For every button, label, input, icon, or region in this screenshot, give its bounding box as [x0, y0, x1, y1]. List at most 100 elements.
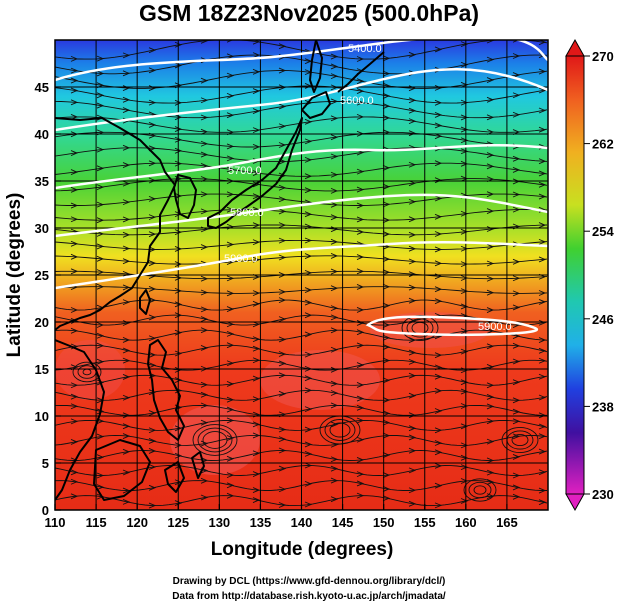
wind-arrowhead: [356, 56, 365, 62]
wind-arrowhead: [200, 289, 209, 296]
wind-arrowhead: [252, 432, 261, 439]
wind-arrowhead: [408, 216, 417, 223]
wind-arrowhead: [356, 471, 365, 478]
wind-arrowhead: [382, 472, 391, 479]
wind-arrowhead: [330, 465, 339, 472]
wind-arrowhead: [408, 271, 417, 278]
wind-arrowhead: [356, 395, 365, 402]
wind-arrowhead: [382, 322, 391, 328]
wind-arrowhead: [408, 161, 417, 168]
wind-arrowhead: [226, 53, 235, 60]
colorbar: 270 262 254 246 238 230: [565, 38, 614, 512]
wind-arrowhead: [512, 40, 520, 43]
korea-coastline: [173, 174, 197, 219]
wind-arrowhead: [278, 184, 287, 191]
wind-arrowhead: [226, 342, 235, 349]
wind-arrowhead: [122, 498, 131, 505]
wind-arrowhead: [538, 433, 547, 440]
wind-arrowhead: [434, 46, 443, 53]
vortex-streamline: [401, 314, 439, 342]
wind-arrowhead: [304, 441, 313, 448]
wind-arrowhead: [226, 321, 235, 328]
wind-arrowhead: [434, 462, 443, 469]
wind-arrowhead: [434, 286, 443, 293]
wind-arrowhead: [434, 260, 443, 267]
wind-arrowhead: [382, 231, 391, 237]
x-axis-label: Longitude (degrees): [211, 539, 394, 560]
wind-arrowhead: [330, 214, 339, 221]
warm-anomaly: [260, 350, 380, 410]
wind-arrowhead: [408, 500, 417, 507]
vortex-streamline: [406, 318, 434, 338]
wind-arrowhead: [200, 128, 209, 135]
wind-arrowhead: [148, 214, 157, 221]
wind-arrowhead: [252, 256, 261, 263]
wind-arrowhead: [226, 381, 235, 387]
wind-arrowhead: [148, 314, 157, 321]
wind-arrowhead: [486, 260, 495, 267]
wind-arrowhead: [174, 41, 183, 48]
wind-arrowhead: [304, 387, 313, 394]
wind-arrowhead: [486, 307, 495, 313]
wind-arrowhead: [408, 51, 417, 58]
wind-arrowhead: [330, 314, 339, 321]
vortex-streamline: [473, 485, 487, 495]
wind-arrowhead: [434, 111, 443, 118]
wind-arrowhead: [512, 472, 521, 479]
wind-arrowhead: [252, 181, 261, 188]
wind-arrowhead: [278, 103, 287, 110]
wind-arrowhead: [278, 486, 287, 493]
wind-arrowhead: [434, 440, 443, 446]
wind-arrowhead: [148, 195, 157, 202]
wind-arrowhead: [434, 195, 443, 202]
wind-arrowhead: [70, 67, 79, 74]
wind-arrowhead: [330, 346, 339, 353]
wind-arrowhead: [174, 329, 183, 336]
wind-arrowhead: [122, 374, 131, 380]
wind-arrowhead: [538, 423, 547, 430]
wind-arrowhead: [330, 63, 339, 70]
hokkaido-coastline: [301, 91, 331, 119]
wind-arrowhead: [174, 160, 183, 167]
wind-arrowhead: [538, 298, 547, 305]
wind-arrowhead: [538, 499, 547, 506]
wind-arrowhead: [96, 454, 105, 461]
wind-arrowhead: [70, 202, 79, 209]
sulawesi-coastline: [164, 461, 185, 493]
wind-arrowhead: [538, 448, 547, 455]
taiwan-coastline: [139, 289, 151, 315]
wind-arrowhead: [122, 347, 131, 354]
vortex-streamline: [192, 424, 238, 456]
wind-arrowhead: [96, 358, 105, 365]
x-tick-label: 135: [250, 515, 272, 530]
colorbar-tick-label: 238: [592, 399, 614, 414]
asia-coastline: [55, 117, 176, 331]
wind-arrowhead: [174, 442, 183, 449]
wind-arrowhead: [226, 72, 235, 79]
wind-arrowhead: [174, 462, 183, 469]
wind-arrowhead: [460, 148, 469, 155]
x-tick-label: 160: [455, 515, 477, 530]
wind-arrowhead: [200, 381, 209, 388]
wind-arrowhead: [330, 98, 339, 105]
wind-arrowhead: [70, 318, 79, 324]
wind-arrowhead: [538, 181, 547, 188]
wind-arrowhead: [356, 362, 365, 368]
wind-arrowhead: [96, 322, 105, 328]
wind-arrowhead: [122, 469, 131, 476]
wind-arrowhead: [304, 253, 313, 259]
wind-arrowhead: [330, 226, 339, 233]
wind-arrowhead: [200, 419, 209, 426]
wind-arrowhead: [174, 99, 183, 106]
wind-arrowhead: [252, 357, 261, 364]
wind-arrowhead: [356, 202, 365, 209]
wind-arrowhead: [304, 173, 313, 180]
wind-arrowhead: [408, 284, 417, 291]
wind-arrowhead: [226, 112, 235, 119]
vortex-streamline: [468, 481, 492, 499]
wind-arrowhead: [70, 382, 79, 389]
wind-arrowhead: [96, 230, 105, 237]
wind-arrowhead: [460, 442, 469, 449]
wind-arrowhead: [252, 336, 261, 343]
wind-arrowhead: [304, 299, 313, 306]
